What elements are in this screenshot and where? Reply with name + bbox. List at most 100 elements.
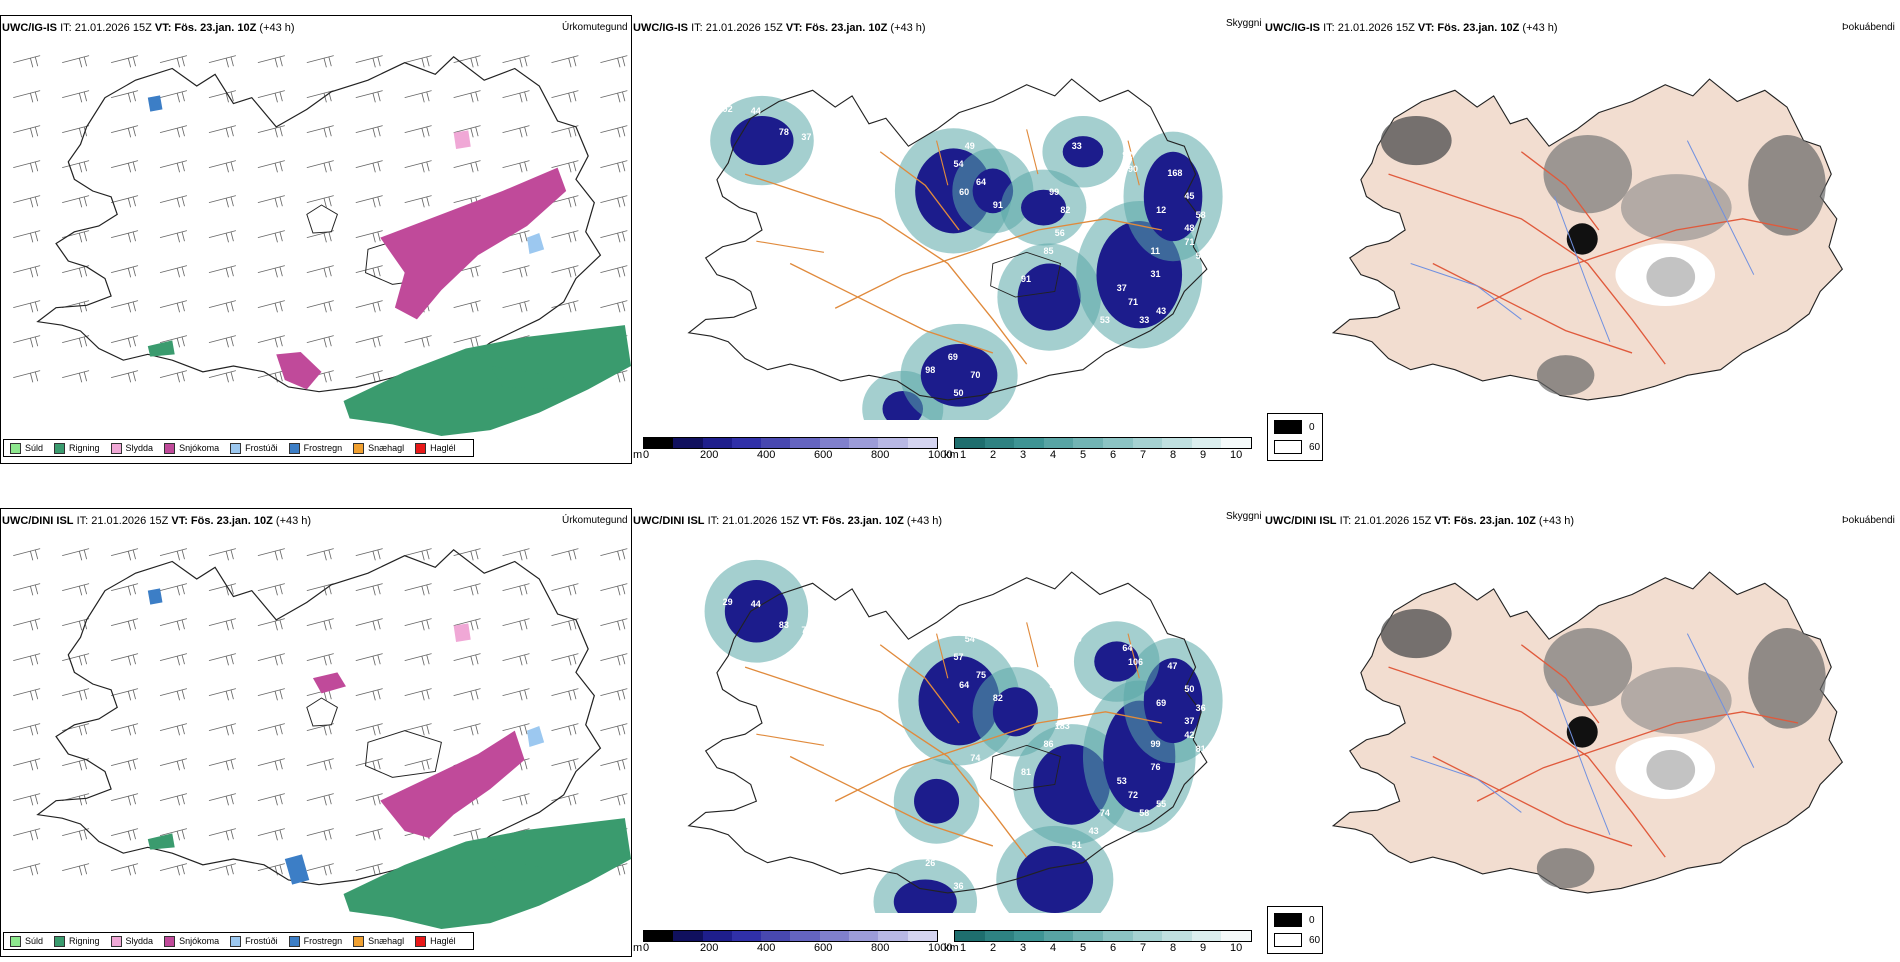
- precip-title: Úrkomutegund: [562, 515, 628, 526]
- precip-legend: Súld Rigning Slydda Snjókoma Frostúði Frostre…: [3, 932, 474, 950]
- visibility-value-label: 183: [1054, 720, 1070, 731]
- legend-label: Haglél: [430, 936, 456, 946]
- visibility-value-label: 49: [964, 140, 975, 151]
- legend-swatch: [230, 442, 242, 454]
- visibility-colorbar: km 1 2 3 4 5 6 7 8 9 10: [944, 930, 1254, 962]
- precip-legend-item: Frostúði: [230, 935, 278, 947]
- lead-time: (+43 h): [906, 515, 943, 527]
- visibility-value-label: 86: [1043, 739, 1054, 750]
- colorbar-tick: 10: [1230, 449, 1243, 461]
- visibility-value-label: 50: [953, 388, 964, 399]
- legend-label: Slydda: [125, 936, 154, 946]
- legend-label: Rigning: [69, 936, 100, 946]
- visibility-value-label: 55: [1156, 798, 1167, 809]
- fog-legend-label: 60: [1309, 934, 1321, 946]
- legend-label: Snæhagl: [368, 443, 405, 453]
- legend-swatch: [353, 442, 365, 454]
- colorbar-tick: 0: [643, 449, 650, 461]
- legend-swatch: [288, 935, 300, 947]
- legend-label: Frostregn: [303, 443, 343, 453]
- legend-swatch: [415, 935, 427, 947]
- precip-map: [1, 16, 631, 436]
- colorbar-tick: 5: [1080, 449, 1087, 461]
- lead-time: (+43 h): [1522, 22, 1558, 34]
- colorbar-tick: 4: [1050, 449, 1057, 461]
- precip-legend-item: Slydda: [110, 442, 153, 454]
- colorbar-tick: 200: [700, 942, 719, 954]
- panel-header: UWC/DINI ISL IT: 21.01.2026 15Z VT: Fös.…: [1265, 514, 1574, 528]
- valid-time: VT: Fös. 23.jan. 10Z: [1417, 22, 1520, 34]
- visibility-value-label: 37: [1116, 282, 1127, 293]
- visibility-value-label: 99: [1150, 739, 1161, 750]
- height-colorbar: m 0 200 400 600 800 1000: [633, 437, 952, 469]
- visibility-value-label: 36: [1195, 702, 1206, 713]
- visibility-value-label: 92: [722, 104, 733, 115]
- precip-panel: Súld Rigning Slydda Snjókoma Frostúði Frostre…: [0, 15, 632, 464]
- colorbar-tick: 9: [1200, 942, 1207, 954]
- colorbar-tick: 3: [1020, 449, 1027, 461]
- visibility-value-label: 74: [970, 752, 981, 763]
- valid-time: VT: Fös. 23.jan. 10Z: [154, 22, 257, 34]
- colorbar-tick: 800: [871, 942, 890, 954]
- fog-legend-label: 0: [1309, 914, 1315, 926]
- visibility-value-label: 10: [688, 606, 699, 617]
- visibility-value-label: 81: [1021, 766, 1032, 777]
- colorbar-tick: 1000: [928, 449, 953, 461]
- colorbar-tick: 7: [1140, 942, 1147, 954]
- visibility-value-label: 33: [1139, 314, 1150, 325]
- visibility-value-label: 39: [1071, 633, 1082, 644]
- visibility-value-label: 71: [1184, 237, 1195, 248]
- colorbar-tick: 600: [814, 449, 833, 461]
- visibility-value-label: 50: [1184, 684, 1195, 695]
- visibility-value-label: 22: [970, 862, 981, 873]
- colorbar-tick: 3: [1020, 942, 1027, 954]
- colorbar-tick: 4: [1050, 942, 1057, 954]
- visibility-map: 53 92 44 78 37 49 54 64 60 91 99 82 56 85 91 74 33 92 90 16…: [655, 40, 1235, 420]
- valid-time: VT: Fös. 23.jan. 10Z: [785, 22, 888, 34]
- panel-header: UWC/IG-IS IT: 21.01.2026 15Z VT: Fös. 23…: [1265, 21, 1558, 35]
- visibility-value-label: 60: [959, 186, 970, 197]
- fog-title: Þokuábendi: [1842, 515, 1895, 526]
- visibility-value-label: 74: [970, 259, 981, 270]
- legend-swatch: [54, 935, 66, 947]
- visibility-value-label: 43: [1088, 826, 1099, 837]
- fog-map: [1300, 533, 1870, 913]
- colorbar-tick: 1: [960, 449, 967, 461]
- visibility-value-label: 90: [1049, 679, 1060, 690]
- colorbar-tick: 7: [1140, 449, 1147, 461]
- legend-label: Haglél: [430, 443, 456, 453]
- visibility-value-label: 85: [1043, 246, 1054, 257]
- lead-time: (+43 h): [890, 22, 926, 34]
- fog-legend-label: 0: [1309, 421, 1315, 433]
- visibility-value-label: 42: [1184, 730, 1195, 741]
- visibility-value-label: 37: [801, 131, 812, 142]
- visibility-colorbar: km 1 2 3 4 5 6 7 8 9 10: [944, 437, 1254, 469]
- visibility-value-label: 58: [1195, 209, 1206, 220]
- legend-swatch: [110, 935, 122, 947]
- visibility-value-label: 92: [1122, 149, 1133, 160]
- colorbar-tick: 2: [990, 449, 997, 461]
- visibility-value-label: 33: [1071, 140, 1082, 151]
- visibility-value-label: 83: [778, 620, 789, 631]
- legend-label: Snæhagl: [368, 936, 405, 946]
- visibility-value-label: 37: [1184, 716, 1195, 727]
- legend-swatch: [415, 442, 427, 454]
- precip-legend: Súld Rigning Slydda Snjókoma Frostúði Frostre…: [3, 439, 474, 457]
- precip-legend-item: Haglél: [415, 935, 456, 947]
- visibility-value-label: 70: [947, 844, 958, 855]
- legend-label: Snjókoma: [179, 936, 220, 946]
- legend-label: Frostúði: [245, 936, 278, 946]
- legend-label: Frostregn: [303, 936, 343, 946]
- visibility-value-label: 64: [975, 177, 986, 188]
- colorbar-tick: 400: [757, 942, 776, 954]
- legend-swatch: [288, 442, 300, 454]
- precip-panel: Súld Rigning Slydda Snjókoma Frostúði Frostre…: [0, 508, 632, 957]
- init-time: IT: 21.01.2026 15Z: [707, 515, 800, 527]
- init-time: IT: 21.01.2026 15Z: [1339, 515, 1432, 527]
- panel-header: UWC/DINI ISL IT: 21.01.2026 15Z VT: Fös.…: [633, 514, 942, 528]
- model-name: UWC/DINI ISL: [633, 515, 705, 527]
- visibility-value-label: 29: [722, 597, 733, 608]
- visibility-value-label: 54: [964, 633, 975, 644]
- model-name: UWC/IG-IS: [633, 22, 688, 34]
- visibility-value-label: 90: [1128, 163, 1139, 174]
